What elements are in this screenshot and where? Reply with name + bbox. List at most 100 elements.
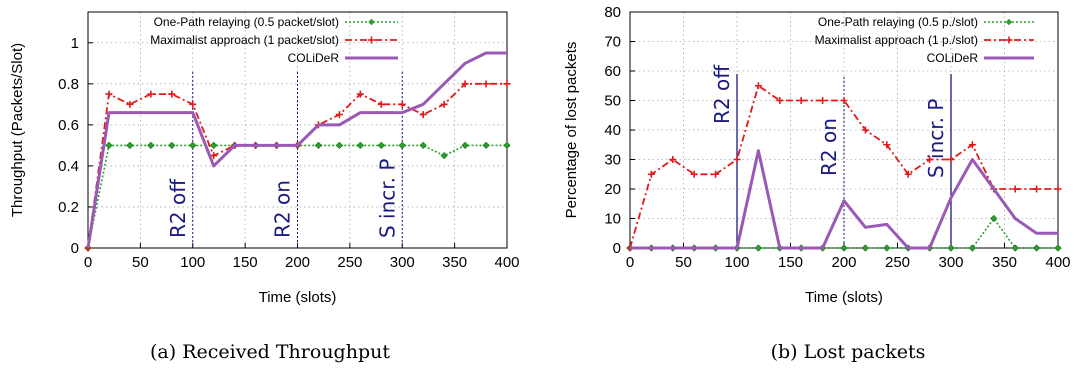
- data-point-maximalist: [840, 97, 848, 104]
- series-line-maximalist: [629, 84, 1058, 249]
- legend-label-one-path: One-Path relaying (0.5 p./slot): [818, 15, 978, 29]
- legend: One-Path relaying (0.5 packet/slot) Maxim…: [150, 15, 398, 65]
- x-tick-label: 150: [778, 254, 803, 271]
- x-tick-label: 100: [180, 254, 205, 271]
- data-point-maximalist: [968, 141, 976, 149]
- x-tick-label: 100: [724, 254, 749, 271]
- x-tick-label: 400: [1045, 254, 1070, 271]
- data-point-one-path: [461, 141, 469, 150]
- series-line-colider: [86, 51, 507, 249]
- legend-label-maximalist: Maximalist approach (1 p./slot): [815, 33, 978, 47]
- y-tick-label: 0: [613, 240, 621, 257]
- data-point-maximalist: [647, 170, 655, 178]
- x-tick-label: 300: [390, 254, 415, 271]
- x-tick-label: 200: [285, 254, 310, 271]
- data-point-maximalist: [904, 170, 912, 178]
- series-colider: [86, 51, 507, 249]
- data-point-maximalist: [690, 170, 698, 178]
- y-tick-label: 50: [604, 93, 621, 110]
- series-line-colider: [630, 149, 1058, 250]
- data-point-maximalist: [440, 100, 448, 108]
- data-point-one-path: [105, 141, 113, 150]
- x-tick-label: 50: [675, 254, 692, 271]
- data-point-maximalist: [482, 80, 490, 88]
- data-point-one-path: [482, 141, 490, 150]
- legend: One-Path relaying (0.5 p./slot) Maximalis…: [815, 15, 1034, 65]
- y-tick-label: 40: [604, 122, 621, 139]
- y-tick-label: 80: [604, 4, 621, 21]
- y-tick-label: 20: [604, 181, 621, 198]
- data-point-one-path: [168, 141, 176, 150]
- data-point-one-path: [314, 141, 323, 150]
- x-tick-label: 300: [938, 254, 963, 271]
- data-point-maximalist: [377, 100, 385, 108]
- data-point-one-path: [335, 141, 344, 150]
- data-point-one-path: [377, 141, 385, 150]
- x-tick-label: 0: [626, 254, 634, 271]
- data-point-one-path: [503, 141, 511, 150]
- x-tick-label: 250: [337, 254, 362, 271]
- data-point-one-path: [1032, 244, 1041, 252]
- event-marker-label: S incr. P: [375, 159, 399, 238]
- data-point-one-path: [1054, 244, 1062, 252]
- y-tick-label: 10: [604, 211, 621, 228]
- data-point-maximalist: [947, 156, 955, 163]
- data-point-maximalist: [147, 90, 155, 98]
- y-tick-label: 60: [604, 63, 621, 80]
- y-tick-label: 70: [604, 34, 621, 51]
- data-point-one-path: [754, 244, 763, 252]
- data-point-one-path: [840, 244, 848, 252]
- legend-marker-maximalist: [368, 36, 375, 44]
- legend-marker-one-path: [1005, 18, 1013, 26]
- data-point-maximalist: [819, 97, 827, 104]
- data-point-maximalist: [461, 80, 469, 88]
- data-point-one-path: [398, 141, 406, 150]
- data-point-one-path: [883, 244, 891, 252]
- x-tick-label: 350: [992, 254, 1017, 271]
- data-point-maximalist: [712, 170, 720, 178]
- y-tick-label: 0.8: [58, 76, 79, 93]
- legend-label-colider: COLiDeR: [927, 51, 979, 65]
- legend-marker-one-path: [368, 18, 375, 26]
- event-marker-label: R2 on: [817, 118, 841, 176]
- panel-caption: (b) Lost packets: [771, 341, 926, 363]
- x-tick-label: 200: [831, 254, 856, 271]
- y-axis-label: Throughput (Packets/Slot): [9, 43, 26, 217]
- y-tick-label: 0: [71, 240, 79, 257]
- event-marker-label: R2 off: [166, 178, 190, 238]
- data-point-one-path: [947, 244, 955, 252]
- legend-label-maximalist: Maximalist approach (1 packet/slot): [150, 33, 339, 47]
- data-point-one-path: [440, 152, 448, 160]
- data-point-maximalist: [126, 100, 134, 108]
- data-point-maximalist: [210, 152, 218, 160]
- data-point-one-path: [210, 141, 218, 150]
- data-point-maximalist: [419, 111, 427, 119]
- data-point-maximalist: [1033, 185, 1041, 193]
- data-point-maximalist: [776, 97, 784, 104]
- data-point-maximalist: [861, 126, 869, 134]
- data-point-one-path: [968, 244, 977, 252]
- data-point-maximalist: [105, 90, 113, 98]
- data-point-one-path: [990, 214, 998, 223]
- legend-marker-maximalist: [1005, 36, 1013, 44]
- legend-label-one-path: One-Path relaying (0.5 packet/slot): [154, 15, 339, 29]
- data-point-maximalist: [733, 156, 741, 163]
- data-point-maximalist: [1011, 185, 1019, 193]
- data-point-one-path: [419, 141, 427, 150]
- panel-caption: (a) Received Throughput: [150, 341, 390, 363]
- legend-label-colider: COLiDeR: [288, 51, 340, 65]
- data-point-maximalist: [335, 111, 343, 119]
- x-tick-label: 400: [494, 254, 519, 271]
- event-marker-label: R2 on: [271, 180, 295, 238]
- x-tick-label: 50: [132, 254, 149, 271]
- data-point-one-path: [147, 141, 155, 150]
- data-point-maximalist: [754, 82, 762, 90]
- data-point-maximalist: [503, 80, 511, 88]
- data-point-one-path: [861, 244, 870, 252]
- data-point-maximalist: [883, 141, 891, 149]
- data-point-maximalist: [189, 100, 197, 108]
- data-point-maximalist: [1054, 185, 1062, 193]
- event-marker-label: S incr. P: [924, 99, 948, 178]
- x-axis-label: Time (slots): [805, 289, 883, 306]
- x-tick-label: 350: [442, 254, 467, 271]
